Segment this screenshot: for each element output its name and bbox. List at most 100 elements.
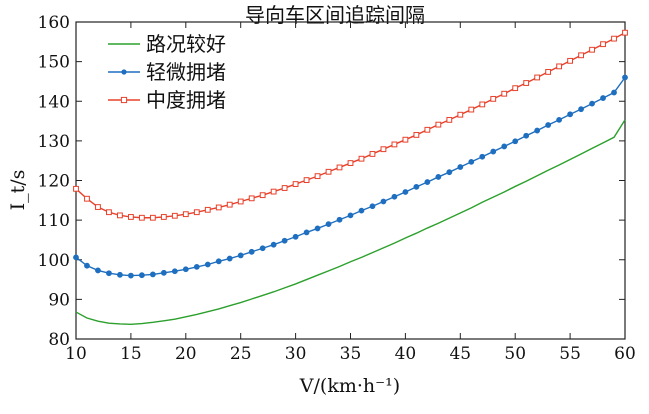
data-point [160, 269, 167, 276]
legend-label: 路况较好 [146, 32, 226, 56]
data-point [424, 126, 431, 133]
data-point [270, 188, 277, 195]
y-axis-title: I_t/s [7, 170, 29, 211]
y-tick-label: 140 [38, 92, 70, 112]
data-point [292, 233, 299, 240]
y-tick-label: 80 [48, 330, 70, 350]
data-point [226, 255, 233, 262]
x-tick-label: 30 [285, 344, 307, 364]
data-point [193, 263, 200, 270]
x-axis-title: V/(km·h⁻¹) [299, 375, 400, 397]
data-point [138, 272, 145, 279]
data-point [545, 69, 552, 75]
data-point [226, 201, 233, 208]
data-point [490, 95, 497, 102]
data-point [84, 195, 90, 202]
data-point [204, 206, 211, 213]
data-point [237, 252, 244, 259]
data-point [117, 212, 123, 219]
data-point [523, 80, 530, 86]
data-point [479, 153, 486, 160]
data-point [292, 181, 299, 187]
data-point [479, 101, 486, 108]
data-point [149, 214, 156, 221]
data-point [567, 111, 573, 118]
y-tick-label: 90 [48, 290, 70, 310]
data-point [215, 258, 222, 265]
data-point [358, 155, 365, 162]
data-point [468, 106, 475, 113]
x-tick-label: 55 [559, 344, 581, 364]
data-point [248, 248, 255, 255]
legend-label: 中度拥堵 [146, 88, 226, 112]
x-tick-label: 60 [614, 344, 636, 364]
y-tick-label: 150 [38, 53, 70, 73]
data-point [600, 41, 606, 48]
data-point [248, 195, 255, 202]
data-point [534, 74, 541, 81]
data-point [391, 193, 398, 200]
x-tick-label: 35 [340, 344, 362, 364]
data-point [512, 85, 519, 92]
data-point [402, 189, 409, 195]
data-point [303, 177, 310, 184]
data-point [446, 169, 453, 176]
data-point [160, 214, 167, 220]
data-point [215, 204, 222, 211]
data-point [347, 160, 354, 166]
data-point [622, 29, 628, 36]
data-point [413, 183, 420, 190]
data-point [435, 121, 442, 128]
data-point [182, 211, 189, 218]
data-point [73, 254, 79, 261]
legend-item: 中度拥堵 [108, 88, 226, 112]
data-point [589, 46, 595, 53]
data-point [611, 89, 617, 96]
data-point [73, 185, 79, 192]
data-point [611, 35, 617, 42]
data-point [457, 111, 464, 118]
x-tick-label: 15 [120, 344, 142, 364]
data-point [380, 146, 387, 153]
y-tick-label: 120 [38, 172, 70, 192]
data-point [545, 122, 552, 128]
data-point [138, 214, 145, 221]
data-point [435, 174, 442, 180]
data-point [314, 225, 321, 232]
data-point [336, 216, 343, 223]
data-point [512, 138, 519, 145]
data-point [391, 141, 398, 148]
data-point [468, 158, 475, 165]
y-tick-label: 130 [38, 132, 70, 152]
data-point [117, 271, 123, 278]
x-tick-label: 40 [395, 344, 417, 364]
data-point [237, 198, 244, 205]
data-point [303, 229, 310, 236]
data-point [281, 185, 288, 191]
y-tick-label: 100 [38, 251, 70, 271]
legend-marker [121, 69, 127, 75]
x-tick-label: 50 [504, 344, 526, 364]
data-point [534, 127, 541, 134]
data-point [106, 209, 112, 216]
data-point [413, 132, 420, 138]
data-point [171, 268, 178, 275]
data-point [106, 270, 112, 277]
data-point [270, 241, 277, 248]
data-point [523, 132, 530, 139]
data-point [369, 203, 376, 210]
data-point [490, 148, 497, 155]
legend-marker [120, 96, 128, 104]
data-point [182, 266, 189, 273]
data-point [149, 271, 156, 278]
data-point [578, 106, 584, 113]
data-point [336, 164, 343, 171]
data-point [622, 74, 628, 81]
data-point [95, 267, 101, 274]
data-point [128, 214, 134, 220]
data-point [369, 151, 376, 157]
data-point [556, 63, 563, 70]
data-point [600, 95, 606, 101]
data-point [501, 143, 508, 150]
